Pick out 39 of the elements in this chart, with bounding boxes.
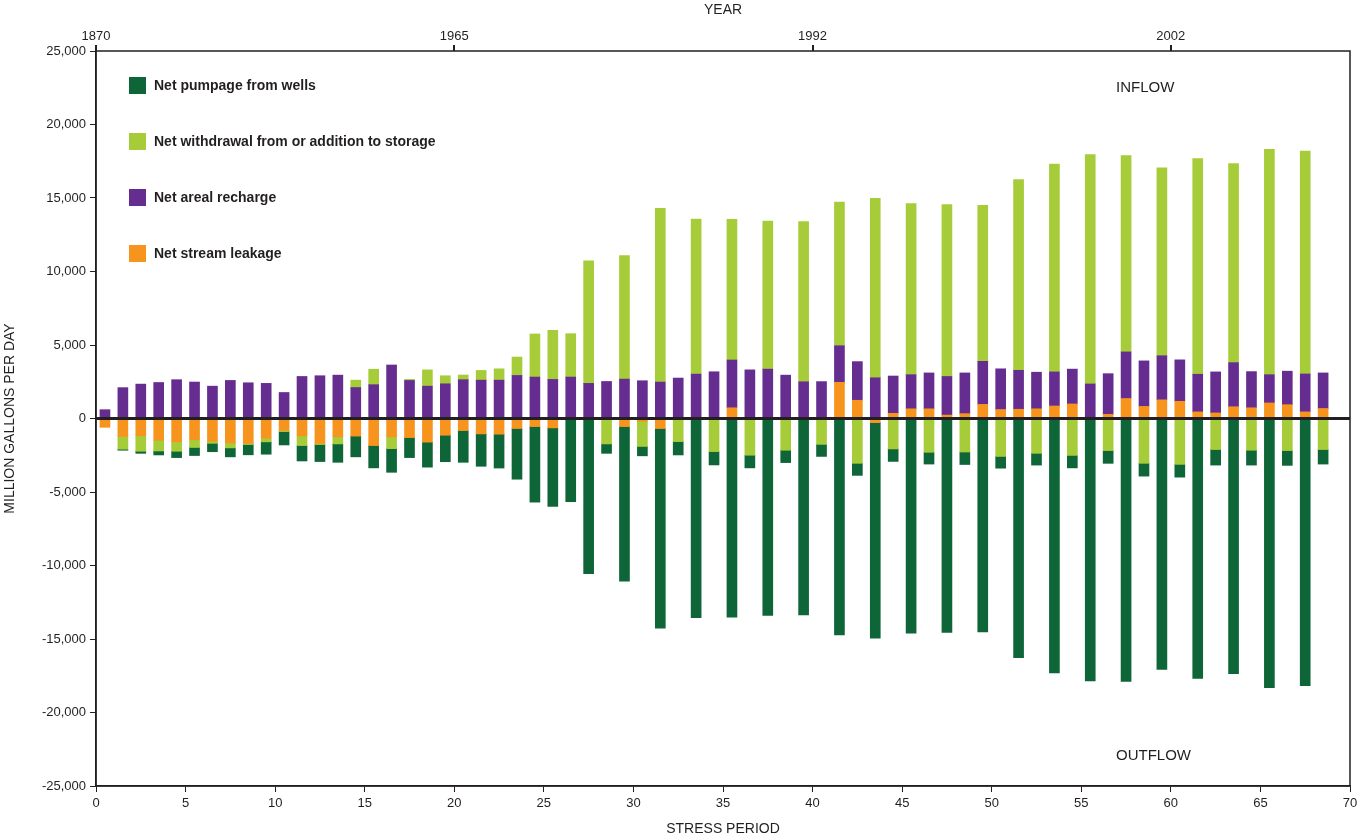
x-tick-label: 35 xyxy=(715,795,731,811)
x2-axis-title: YEAR xyxy=(704,1,743,17)
y-tick-label: 10,000 xyxy=(46,263,86,279)
text: 1870 xyxy=(81,28,111,43)
legend-label: Net stream leakage xyxy=(154,245,282,261)
x-tick-label: 30 xyxy=(626,795,641,811)
x-tick-label: 50 xyxy=(984,795,999,811)
x-tick-label: 70 xyxy=(1342,795,1358,811)
text: 2002 xyxy=(1156,28,1186,43)
legend-label: Net withdrawal from or addition to storage xyxy=(154,133,436,149)
annotation: OUTFLOW xyxy=(1116,746,1191,763)
x-tick-label: 60 xyxy=(1163,795,1179,811)
y-tick-label: 25,000 xyxy=(46,42,86,58)
x-tick-label: 5 xyxy=(181,795,190,811)
y-tick-label: 0 xyxy=(78,410,86,426)
x-tick-label: 55 xyxy=(1074,795,1089,811)
annotation: INFLOW xyxy=(1116,78,1175,95)
y-tick-label: -5,000 xyxy=(49,483,86,499)
y-tick-label: -25,000 xyxy=(41,777,86,793)
y-axis-title: MILLION GALLONS PER DAY xyxy=(1,322,18,514)
text: 1965 xyxy=(439,28,469,43)
x-tick-label: 20 xyxy=(447,795,462,811)
x-tick-label: 15 xyxy=(357,795,372,811)
y-tick-label: -10,000 xyxy=(41,557,86,573)
text: 1992 xyxy=(798,28,827,43)
x-tick-label: 25 xyxy=(536,795,552,811)
y-tick-label: 5,000 xyxy=(53,336,86,352)
y-tick-label: 15,000 xyxy=(46,189,86,205)
x-tick-label: 65 xyxy=(1253,795,1268,811)
legend-label: Net areal recharge xyxy=(154,189,277,205)
legend-label: Net pumpage from wells xyxy=(154,77,316,93)
x-tick-label: 0 xyxy=(92,795,100,811)
x-axis-title: STRESS PERIOD xyxy=(666,820,780,837)
x-tick-label: 45 xyxy=(894,795,910,811)
x-tick-label: 40 xyxy=(805,795,820,811)
y-tick-label: -15,000 xyxy=(41,630,86,646)
x-tick-label: 10 xyxy=(267,795,283,811)
y-tick-label: 20,000 xyxy=(46,116,86,132)
y-tick-label: -20,000 xyxy=(41,704,86,720)
